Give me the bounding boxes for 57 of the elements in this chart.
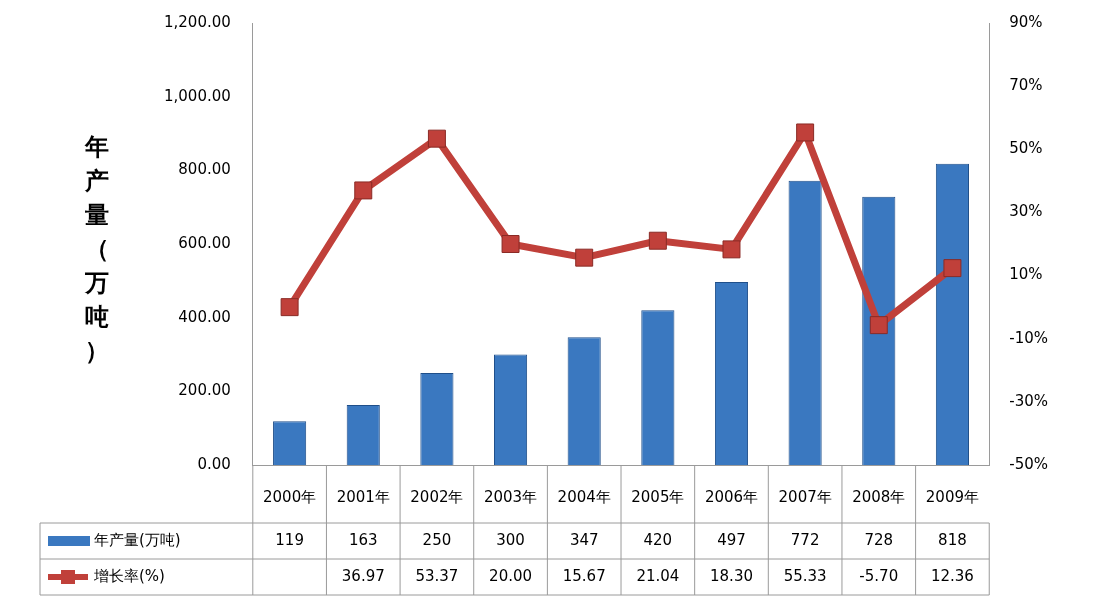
y2-tick-label: -50%	[1009, 454, 1049, 473]
data-label: 18.30	[710, 566, 753, 585]
point	[722, 240, 741, 259]
point	[943, 259, 962, 278]
y-tick-label: 800.00	[178, 160, 231, 179]
point	[427, 129, 446, 148]
data-label: 53.37	[415, 566, 459, 585]
data-label: 772	[790, 530, 820, 549]
point	[280, 298, 299, 317]
y2-tick-label: 50%	[1009, 139, 1043, 158]
x-tick-label: 2002年	[410, 487, 464, 506]
point	[354, 181, 373, 200]
point	[869, 316, 888, 335]
x-tick-label: 2009年	[925, 487, 980, 506]
y-tick-label: 1,200.00	[164, 12, 231, 31]
data-label: 347	[569, 530, 599, 549]
y2-tick-label: 30%	[1009, 202, 1043, 221]
point	[796, 123, 815, 142]
data-label: 728	[864, 530, 894, 549]
y2-tick-label: 10%	[1009, 265, 1043, 284]
y2-tick-label: -30%	[1009, 391, 1049, 410]
data-label: 420	[643, 530, 673, 549]
x-tick-label: 2006年	[704, 487, 759, 506]
data-label: 497	[717, 530, 746, 549]
x-tick-label: 2008年	[852, 487, 906, 506]
point	[648, 231, 667, 250]
point	[575, 248, 594, 267]
data-label: 119	[275, 530, 304, 549]
data-label: 300	[496, 530, 525, 549]
y-axis-title: 年产量（万吨）	[83, 132, 110, 367]
y-tick-label: 200.00	[178, 381, 231, 400]
y2-tick-label: -10%	[1009, 328, 1049, 347]
data-label: 20.00	[489, 566, 533, 585]
x-tick-label: 2007年	[778, 487, 832, 506]
y2-tick-label: 90%	[1009, 12, 1043, 31]
y-tick-label: 0.00	[197, 454, 231, 473]
y2-tick-label: 70%	[1009, 76, 1043, 95]
data-label: 36.97	[341, 566, 385, 585]
data-label: 21.04	[636, 566, 680, 585]
data-label: -5.70	[859, 566, 899, 585]
data-label: 55.33	[783, 566, 827, 585]
y-tick-label: 400.00	[178, 307, 231, 326]
legend-label: 年产量(万吨)	[94, 530, 181, 549]
data-label: 818	[938, 530, 967, 549]
data-label: 12.36	[930, 566, 974, 585]
x-tick-label: 2005年	[631, 487, 685, 506]
x-tick-label: 2000年	[263, 487, 317, 506]
x-tick-label: 2001年	[336, 487, 390, 506]
y-tick-label: 1,000.00	[164, 86, 231, 105]
data-label: 163	[348, 530, 378, 549]
x-tick-label: 2003年	[483, 487, 538, 506]
y-tick-label: 600.00	[178, 233, 231, 252]
x-tick-label: 2004年	[557, 487, 611, 506]
data-label: 15.67	[562, 566, 606, 585]
data-label: 250	[422, 530, 452, 549]
legend-label: 增长率(%)	[93, 566, 165, 585]
point	[501, 235, 520, 253]
